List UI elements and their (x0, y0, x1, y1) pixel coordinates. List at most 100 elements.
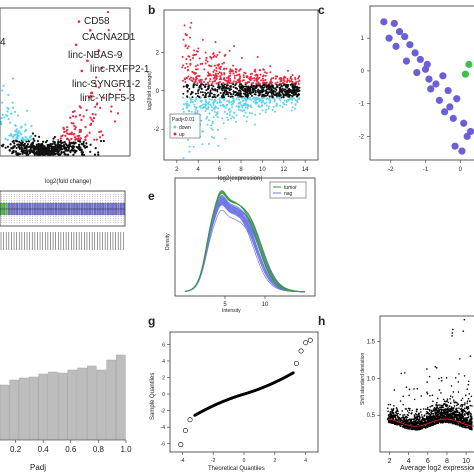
ma-point (199, 78, 202, 81)
ma-point (226, 116, 229, 119)
ma-point (201, 38, 204, 41)
sd-point (429, 409, 431, 411)
ma-point (206, 102, 209, 105)
volcano-point (26, 143, 29, 146)
ma-point (246, 92, 249, 95)
sd-point (464, 426, 467, 428)
ma-point (200, 100, 203, 103)
x-tick-label: 2 (388, 458, 392, 465)
ma-point (200, 81, 203, 84)
volcano-point (72, 122, 75, 125)
sd-point (427, 424, 430, 426)
sd-point (470, 423, 473, 426)
panel-h-ylabel: Shift standard deviation (360, 353, 366, 405)
ma-point (226, 93, 229, 96)
sd-point (415, 410, 418, 413)
ma-point (233, 111, 236, 114)
ma-point (297, 77, 300, 80)
volcano-point (69, 116, 72, 119)
ma-point (258, 112, 261, 115)
sd-point (393, 413, 395, 416)
ma-point (194, 65, 197, 68)
y-tick-label: -6 (161, 442, 166, 448)
ma-point (223, 105, 226, 108)
volcano-point (15, 146, 18, 150)
sd-point (406, 427, 409, 430)
sd-point (448, 410, 450, 412)
panel-g-frame (169, 331, 319, 453)
panel-a-xlabel: log2(fold change) (45, 179, 91, 185)
ma-point (231, 102, 234, 105)
ma-point (260, 79, 263, 82)
volcano-point (39, 143, 42, 146)
ma-point (211, 95, 214, 98)
ma-point (217, 72, 220, 75)
ma-point (218, 66, 221, 69)
ma-point (201, 103, 204, 106)
ma-point (210, 135, 213, 138)
ma-point (214, 114, 217, 117)
x-tick-label: 0 (243, 458, 246, 464)
ma-point (265, 82, 268, 85)
panel-c-frame (369, 5, 474, 161)
sd-point (429, 405, 431, 408)
ma-point (246, 116, 249, 119)
sd-point (452, 412, 455, 415)
ma-point (184, 67, 187, 70)
sd-point (426, 391, 428, 393)
ma-point (226, 84, 229, 87)
volcano-point (43, 145, 46, 149)
sd-point (416, 387, 419, 390)
ma-point (216, 128, 219, 131)
sd-point (393, 422, 396, 424)
sd-point (470, 419, 473, 421)
sd-point (438, 416, 440, 419)
sd-point (458, 373, 460, 375)
volcano-point (64, 153, 67, 156)
y-tick-label: 0 (156, 89, 160, 95)
sd-point (469, 418, 471, 420)
volcano-point (84, 146, 87, 149)
ma-point (220, 73, 223, 76)
sd-point (428, 419, 431, 421)
sd-point (444, 421, 447, 424)
volcano-point (74, 141, 77, 144)
ma-point (213, 99, 216, 102)
sd-point (426, 368, 428, 370)
volcano-point (15, 152, 18, 156)
ma-point (249, 105, 252, 108)
ma-point (227, 75, 230, 78)
volcano-point (98, 130, 101, 134)
sd-point (397, 412, 399, 415)
sd-point (434, 417, 437, 419)
sd-point (451, 335, 453, 337)
panel-g-qqplot: -4 -2 0 2 4 -6 -4 -2 0 2 4 6 Theoretical Quantiles Sa… (150, 337, 313, 472)
sd-point (390, 410, 392, 413)
ma-point (253, 123, 256, 126)
sd-point (446, 408, 449, 411)
sd-point (468, 422, 471, 424)
sd-point (456, 404, 458, 407)
volcano-point (25, 151, 28, 154)
ma-point (258, 99, 261, 102)
sd-point (434, 413, 437, 416)
volcano-point (26, 109, 29, 112)
sd-point (393, 405, 395, 407)
volcano-point (23, 142, 26, 145)
ma-point (227, 87, 230, 90)
ma-point (220, 72, 223, 75)
volcano-point (80, 69, 84, 73)
sd-point (447, 414, 450, 417)
sd-point (422, 426, 425, 429)
ma-point (185, 77, 188, 80)
ma-point (223, 67, 226, 70)
ma-point (234, 80, 237, 83)
pca-point (458, 147, 466, 155)
ma-point (233, 91, 236, 94)
volcano-point (30, 125, 33, 128)
volcano-point (54, 147, 57, 150)
volcano-point (80, 142, 83, 145)
volcano-point (71, 142, 75, 145)
volcano-point (70, 122, 73, 125)
sd-point (464, 420, 467, 423)
